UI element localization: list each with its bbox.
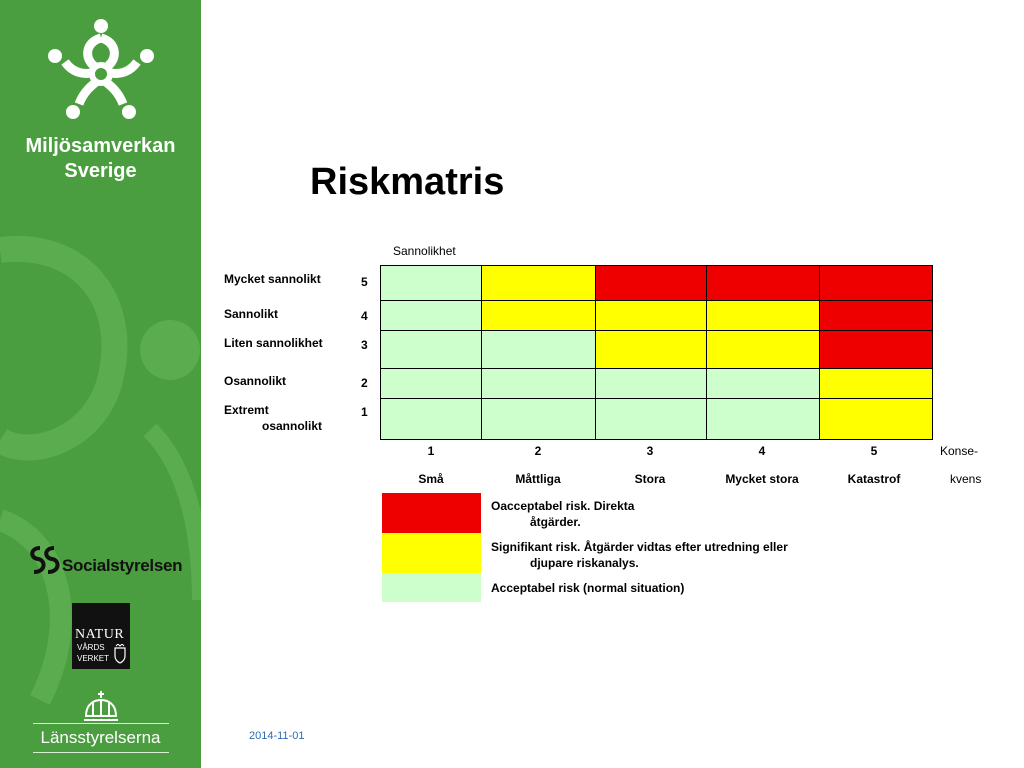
slide-date: 2014-11-01: [249, 730, 305, 742]
legend-text-green-line1: Acceptabel risk (normal situation): [491, 581, 685, 595]
column-name-3: Stora: [634, 472, 666, 486]
matrix-row: [380, 265, 933, 301]
matrix-cell-green: [481, 368, 596, 399]
matrix-cell-yellow: [706, 330, 820, 369]
matrix-cell-yellow: [595, 300, 707, 331]
column-name-4: Mycket stora: [725, 472, 799, 486]
legend-swatch-green: [382, 573, 481, 602]
slide-title: Riskmatris: [310, 161, 505, 203]
vards-text: VÅRDS: [77, 643, 105, 652]
column-number-4: 4: [758, 444, 766, 458]
legend-text-yellow-line1: Signifikant risk. Åtgärder vidtas efter …: [491, 540, 788, 554]
row-number-2: 2: [361, 376, 368, 390]
sidebar: Miljösamverkan Sverige Socialstyrelsen N…: [0, 0, 201, 768]
matrix-cell-green: [380, 300, 482, 331]
matrix-cell-yellow: [481, 300, 596, 331]
column-number-2: 2: [534, 444, 542, 458]
column-number-1: 1: [427, 444, 435, 458]
column-name-1: Små: [418, 472, 444, 486]
row-label-3: Liten sannolikhet: [224, 336, 323, 350]
lans-bottom-divider: [33, 752, 169, 753]
consequence-axis-label-line1: Konse-: [940, 444, 979, 458]
matrix-cell-green: [380, 368, 482, 399]
crown-icon: [84, 691, 118, 721]
consequence-axis-label-line2: kvens: [950, 472, 982, 486]
matrix-cell-red: [706, 265, 820, 301]
matrix-cell-green: [706, 368, 820, 399]
row-number-5: 5: [361, 275, 368, 289]
matrix-cell-red: [819, 265, 933, 301]
risk-matrix: [380, 265, 933, 440]
column-number-5: 5: [870, 444, 878, 458]
lansstyrelserna-text: Länsstyrelserna: [40, 728, 161, 747]
column-number-3: 3: [646, 444, 654, 458]
matrix-row: [380, 330, 933, 369]
column-name-2: Måttliga: [515, 472, 561, 486]
matrix-cell-yellow: [819, 368, 933, 399]
probability-axis-label: Sannolikhet: [393, 244, 456, 258]
matrix-cell-green: [481, 330, 596, 369]
row-label-5: Mycket sannolikt: [224, 272, 321, 286]
matrix-cell-red: [819, 330, 933, 369]
matrix-cell-green: [380, 398, 482, 440]
matrix-cell-green: [380, 265, 482, 301]
matrix-row: [380, 300, 933, 331]
row-label-1-line2: osannolikt: [262, 419, 323, 433]
brand-name-line1: Miljösamverkan: [25, 135, 176, 157]
row-number-4: 4: [361, 309, 368, 323]
matrix-cell-red: [819, 300, 933, 331]
socialstyrelsen-logo-icon: [30, 546, 60, 574]
matrix-row: [380, 368, 933, 399]
row-number-1: 1: [361, 405, 368, 419]
legend-text-red-line1: Oacceptabel risk. Direkta: [491, 499, 635, 513]
matrix-cell-yellow: [706, 300, 820, 331]
matrix-cell-green: [380, 330, 482, 369]
swirl-watermark-icon: [0, 235, 201, 705]
column-name-5: Katastrof: [847, 472, 901, 486]
row-label-4: Sannolikt: [224, 307, 279, 321]
matrix-cell-green: [481, 398, 596, 440]
legend-text-red-line2: åtgärder.: [530, 515, 581, 529]
brand-name-line2: Sverige: [64, 160, 137, 182]
lans-top-divider: [33, 723, 169, 724]
row-number-3: 3: [361, 338, 368, 352]
matrix-row: [380, 398, 933, 440]
matrix-cell-green: [595, 368, 707, 399]
legend-text-yellow-line2: djupare riskanalys.: [530, 556, 639, 570]
matrix-cell-yellow: [481, 265, 596, 301]
matrix-cell-yellow: [595, 330, 707, 369]
natur-text: NATUR: [75, 627, 125, 642]
legend-swatch-yellow: [382, 533, 481, 573]
miljosamverkan-flower-icon: [48, 19, 154, 119]
verket-text: VERKET: [77, 654, 110, 663]
row-label-1-line1: Extremt: [224, 403, 269, 417]
socialstyrelsen-text: Socialstyrelsen: [62, 556, 183, 575]
matrix-cell-green: [595, 398, 707, 440]
legend-swatch-red: [382, 493, 481, 533]
matrix-cell-red: [595, 265, 707, 301]
naturvardsverket-logo: NATUR VÅRDS VERKET: [72, 603, 130, 669]
matrix-cell-yellow: [819, 398, 933, 440]
crest-icon: [114, 644, 126, 664]
row-label-2: Osannolikt: [224, 374, 287, 388]
matrix-cell-green: [706, 398, 820, 440]
